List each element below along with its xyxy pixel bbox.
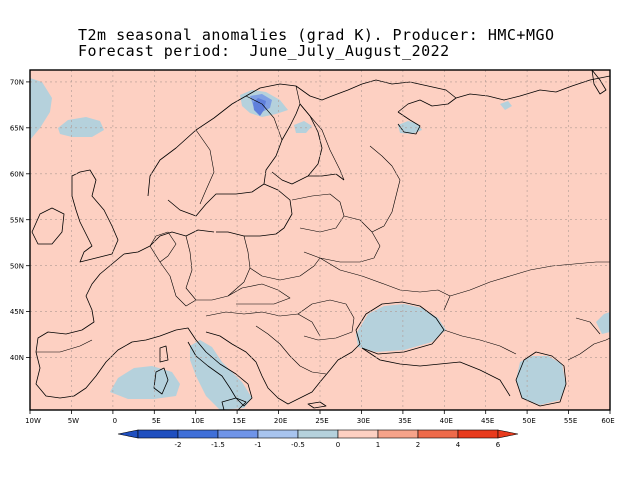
- border-benelux: [149, 231, 177, 263]
- coast-gulf-of-finland: [308, 173, 345, 181]
- lon-label-55e: 55E: [564, 417, 577, 425]
- country-borders: [36, 85, 611, 375]
- lon-label-10e: 10E: [191, 417, 204, 425]
- axis-ticks: [26, 81, 611, 414]
- colorbar-label-7: 2: [416, 441, 420, 449]
- colorbar-segment-7: [377, 429, 419, 439]
- anomaly-patch-finland: [294, 121, 312, 133]
- colorbar-segment-5: [297, 429, 339, 439]
- coast-turkey: [361, 347, 511, 397]
- lon-label-50e: 50E: [522, 417, 535, 425]
- colorbar: [117, 429, 519, 439]
- colorbar-label-1: -2: [175, 441, 182, 449]
- border-austria-hungary: [205, 311, 321, 337]
- border-czech: [227, 283, 291, 305]
- coast-adriatic: [205, 331, 321, 405]
- border-caucasus: [443, 329, 517, 355]
- anomaly-patch-north-sea: [58, 117, 104, 137]
- lat-label-60n: 60N: [10, 170, 24, 178]
- lon-label-20e: 20E: [274, 417, 287, 425]
- border-norway-sweden: [195, 129, 215, 205]
- border-russia-kazakh: [449, 261, 610, 297]
- colorbar-label-2: -1.5: [211, 441, 225, 449]
- coast-baltic: [216, 183, 293, 237]
- lat-label-65n: 65N: [10, 124, 24, 132]
- lat-label-70n: 70N: [10, 79, 24, 87]
- lon-label-25e: 25E: [315, 417, 328, 425]
- colorbar-segment-8: [417, 429, 459, 439]
- colorbar-label-6: 1: [376, 441, 380, 449]
- anomaly-patch-lapland-strong: [253, 98, 266, 116]
- anomaly-patch-caspian: [516, 356, 566, 405]
- lon-label-40e: 40E: [440, 417, 453, 425]
- coast-ireland: [31, 207, 65, 245]
- border-belarus: [303, 215, 381, 263]
- lat-label-40n: 40N: [10, 354, 24, 362]
- coast-arctic-east: [455, 75, 611, 101]
- border-balkans: [255, 325, 327, 375]
- lon-label-10w: 10W: [25, 417, 41, 425]
- lon-label-5w: 5W: [68, 417, 79, 425]
- coast-bothnia: [167, 103, 301, 217]
- coast-scandinavia: [147, 79, 457, 197]
- colorbar-label-8: 4: [456, 441, 461, 449]
- colorbar-segment-9: [457, 429, 499, 439]
- coast-france: [35, 253, 177, 399]
- lat-label-45n: 45N: [10, 308, 24, 316]
- anomaly-patch-arctic: [500, 101, 512, 110]
- border-kazakh-east: [575, 317, 601, 335]
- colorbar-segment-4: [257, 429, 299, 439]
- border-finland-russia: [295, 85, 345, 181]
- lon-label-5e: 5E: [152, 417, 161, 425]
- lon-label-15e: 15E: [232, 417, 245, 425]
- border-russia-west: [369, 145, 401, 233]
- colorbar-segment-2: [177, 429, 219, 439]
- coastlines: [31, 69, 611, 411]
- lon-label-45e: 45E: [481, 417, 494, 425]
- map-grid: [30, 70, 610, 410]
- lon-label-60e: 60E: [601, 417, 614, 425]
- coast-greece: [319, 343, 361, 383]
- colorbar-segment-3: [217, 429, 259, 439]
- border-romania: [297, 299, 355, 341]
- coast-caspian: [515, 351, 567, 407]
- border-sweden-finland: [245, 95, 283, 141]
- coast-britain: [71, 169, 119, 263]
- colorbar-label-4: -0.5: [291, 441, 305, 449]
- colorbar-label-3: -1: [255, 441, 262, 449]
- colorbar-label-5: 0: [336, 441, 340, 449]
- map-title-line-2: Forecast period: June_July_August_2022: [78, 42, 450, 60]
- anomaly-patch-urals: [596, 312, 610, 334]
- anomaly-patch-black-sea: [356, 304, 446, 352]
- lon-label-30e: 30E: [357, 417, 370, 425]
- island-sicily: [221, 397, 247, 411]
- coast-finland: [271, 103, 323, 185]
- coast-italy: [175, 327, 253, 407]
- coast-novaya-zemlya: [591, 69, 607, 95]
- border-ukraine: [319, 257, 451, 311]
- border-iberia: [36, 339, 93, 353]
- lon-label-35e: 35E: [398, 417, 411, 425]
- border-poland: [243, 235, 321, 281]
- border-france-germany: [149, 245, 197, 307]
- lat-label-55n: 55N: [10, 216, 24, 224]
- map-title-line-1: T2m seasonal anomalies (grad K). Produce…: [78, 26, 555, 44]
- colorbar-arrow-left: [117, 429, 139, 439]
- coast-black-sea: [355, 301, 445, 355]
- lat-label-50n: 50N: [10, 262, 24, 270]
- border-kazakh-south: [567, 337, 611, 361]
- colorbar-segment-6: [337, 429, 379, 439]
- colorbar-segment-1: [137, 429, 179, 439]
- colorbar-arrow-right: [497, 429, 519, 439]
- anomaly-patch-west-med: [110, 366, 180, 399]
- colorbar-label-9: 6: [496, 441, 501, 449]
- island-crete: [307, 401, 327, 409]
- anomaly-patch-iceland: [30, 78, 52, 140]
- border-baltics: [291, 193, 345, 233]
- lon-label-0: 0: [113, 417, 117, 425]
